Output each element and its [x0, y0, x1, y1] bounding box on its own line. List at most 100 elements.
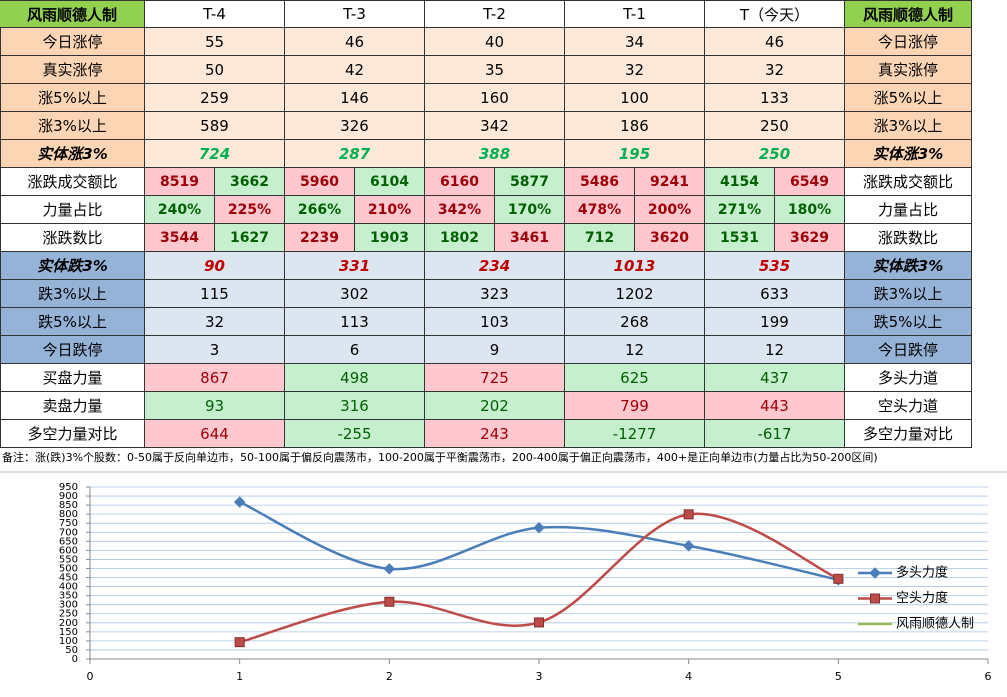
data-cell: 625 [565, 364, 705, 392]
header-cell: T-1 [565, 0, 705, 28]
x-tick-label: 6 [985, 670, 992, 683]
pair-cell: 1903 [355, 224, 425, 252]
row-label: 力量占比 [0, 196, 145, 224]
marker [682, 540, 695, 552]
data-cell: 46 [705, 28, 845, 56]
row-label: 跌3%以上 [845, 280, 972, 308]
row-label: 涨跌数比 [845, 224, 972, 252]
row-label: 实体跌3% [0, 252, 145, 280]
data-cell: 46 [285, 28, 425, 56]
x-tick-label: 5 [835, 670, 842, 683]
data-cell: 724 [145, 140, 285, 168]
pair-cell: 8519 [145, 168, 215, 196]
data-cell: 316 [285, 392, 425, 420]
marker [234, 637, 245, 648]
header-label: 风雨顺德人制 [845, 0, 972, 28]
y-tick-label: 700 [59, 527, 78, 538]
marker [683, 509, 694, 520]
data-cell: 50 [145, 56, 285, 84]
data-cell: 40 [425, 28, 565, 56]
y-tick-label: 550 [59, 554, 78, 565]
legend-label: 空头力度 [896, 590, 948, 606]
data-cell: 32 [565, 56, 705, 84]
data-cell: 115 [145, 280, 285, 308]
header-cell: T-3 [285, 0, 425, 28]
data-cell: 103 [425, 308, 565, 336]
pair-cell: 3620 [635, 224, 705, 252]
data-cell: 250 [705, 140, 845, 168]
row-label: 空头力道 [845, 392, 972, 420]
data-cell: 202 [425, 392, 565, 420]
data-cell: 388 [425, 140, 565, 168]
data-cell: 9 [425, 336, 565, 364]
y-tick-label: 250 [59, 609, 78, 620]
x-tick-label: 3 [536, 670, 543, 683]
note: 备注：涨(跌)3%个股数：0-50属于反向单边市，50-100属于偏反向震荡市，… [2, 451, 878, 464]
row-label: 涨跌成交额比 [0, 168, 145, 196]
data-cell: 287 [285, 140, 425, 168]
row-label: 涨3%以上 [845, 112, 972, 140]
y-tick-label: 400 [59, 582, 78, 593]
pair-cell: 200% [635, 196, 705, 224]
pair-cell: 2239 [285, 224, 355, 252]
data-cell: 3 [145, 336, 285, 364]
data-cell: 55 [145, 28, 285, 56]
legend-label: 风雨顺德人制 [896, 617, 974, 632]
data-cell: 250 [705, 112, 845, 140]
row-label: 跌5%以上 [0, 308, 145, 336]
data-cell: 725 [425, 364, 565, 392]
pair-cell: 3544 [145, 224, 215, 252]
data-cell: 268 [565, 308, 705, 336]
data-cell: 243 [425, 420, 565, 448]
data-cell: 12 [565, 336, 705, 364]
row-label: 今日涨停 [0, 28, 145, 56]
marker [870, 593, 880, 604]
data-cell: 437 [705, 364, 845, 392]
row-label: 实体跌3% [845, 252, 972, 280]
data-cell: 93 [145, 392, 285, 420]
y-tick-label: 650 [59, 536, 78, 547]
pair-cell: 1627 [215, 224, 285, 252]
data-cell: 32 [145, 308, 285, 336]
row-label: 买盘力量 [0, 364, 145, 392]
data-cell: -617 [705, 420, 845, 448]
row-label: 力量占比 [845, 196, 972, 224]
row-label: 涨跌成交额比 [845, 168, 972, 196]
data-cell: 90 [145, 252, 285, 280]
data-cell: 259 [145, 84, 285, 112]
y-tick-label: 150 [59, 627, 78, 638]
y-tick-label: 450 [59, 573, 78, 584]
row-label: 卖盘力量 [0, 392, 145, 420]
data-cell: 633 [705, 280, 845, 308]
data-cell: 644 [145, 420, 285, 448]
data-cell: 302 [285, 280, 425, 308]
data-cell: 100 [565, 84, 705, 112]
pair-cell: 5960 [285, 168, 355, 196]
data-cell: 160 [425, 84, 565, 112]
marker [383, 563, 396, 575]
data-cell: 113 [285, 308, 425, 336]
pair-cell: 225% [215, 196, 285, 224]
chart: 0501001502002503003504004505005506006507… [0, 471, 1007, 683]
header-cell: T（今天） [705, 0, 845, 28]
pair-cell: 6104 [355, 168, 425, 196]
data-cell: -1277 [565, 420, 705, 448]
x-tick-label: 4 [685, 670, 692, 683]
header-cell: T-4 [145, 0, 285, 28]
y-tick-label: 950 [59, 482, 78, 493]
row-label: 真实涨停 [845, 56, 972, 84]
header-cell: T-2 [425, 0, 565, 28]
y-tick-label: 750 [59, 518, 78, 529]
pair-cell: 170% [495, 196, 565, 224]
series-line [239, 512, 839, 644]
data-cell: 589 [145, 112, 285, 140]
row-label: 今日涨停 [845, 28, 972, 56]
marker [833, 573, 844, 584]
row-label: 真实涨停 [0, 56, 145, 84]
pair-cell: 266% [285, 196, 355, 224]
data-cell: 42 [285, 56, 425, 84]
row-label: 实体涨3% [0, 140, 145, 168]
row-label: 今日跌停 [845, 336, 972, 364]
data-cell: 1013 [565, 252, 705, 280]
